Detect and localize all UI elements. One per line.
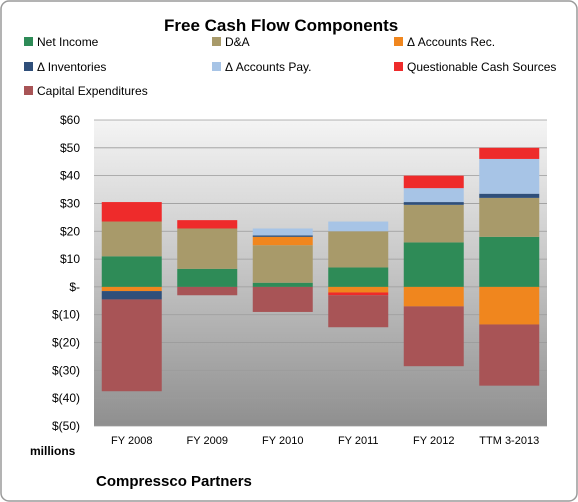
bar-segment bbox=[252, 236, 313, 246]
bar-segment bbox=[328, 286, 389, 293]
legend-swatch bbox=[212, 62, 221, 71]
bar-segment bbox=[101, 291, 162, 300]
bar-segment bbox=[177, 228, 238, 269]
y-tick-label: $60 bbox=[60, 113, 80, 127]
y-tick-label: $- bbox=[69, 280, 80, 294]
bar-segment bbox=[328, 292, 389, 296]
legend-item-label: Δ Accounts Pay. bbox=[225, 60, 312, 74]
bar-segment bbox=[177, 286, 238, 296]
bar-segment bbox=[479, 324, 540, 386]
bar-segment bbox=[328, 295, 389, 328]
bar-segment bbox=[328, 221, 389, 232]
x-tick-label: FY 2012 bbox=[413, 435, 454, 447]
y-tick-label: $10 bbox=[60, 252, 80, 266]
x-axis: FY 2008 FY 2009 FY 2010 FY 2011 FY 2012 TTM 3… bbox=[111, 435, 539, 447]
bar-segment bbox=[403, 204, 464, 243]
bar-segment bbox=[101, 202, 162, 222]
x-tick-label: TTM 3-2013 bbox=[479, 435, 539, 447]
bar-segment bbox=[479, 236, 540, 287]
legend-swatch bbox=[24, 62, 33, 71]
bar-segment bbox=[252, 282, 313, 287]
bar-segment bbox=[252, 235, 313, 237]
bar-segment bbox=[403, 188, 464, 203]
legend-swatch bbox=[394, 37, 403, 46]
legend-item-label: Δ Inventories bbox=[37, 60, 106, 74]
y-tick-label: $(10) bbox=[52, 308, 80, 322]
x-tick-label: FY 2009 bbox=[187, 435, 228, 447]
bar-segment bbox=[252, 286, 313, 312]
x-tick-label: FY 2011 bbox=[338, 435, 379, 447]
bar-segment bbox=[101, 256, 162, 287]
legend-item-label: Questionable Cash Sources bbox=[407, 60, 556, 74]
bar-segment bbox=[177, 220, 238, 229]
bars bbox=[101, 147, 540, 392]
bar-segment bbox=[252, 228, 313, 236]
legend-swatch bbox=[24, 37, 33, 46]
legend-swatch bbox=[212, 37, 221, 46]
y-axis: $60 $50 $40 $30 $20 $10 $- $(10) $(20) $(30) $(40)… bbox=[52, 113, 80, 433]
legend-item-label: Δ Accounts Rec. bbox=[407, 35, 495, 49]
y-tick-label: $(50) bbox=[52, 419, 80, 433]
chart-title: Free Cash Flow Components bbox=[164, 16, 398, 35]
y-tick-label: $(20) bbox=[52, 336, 80, 350]
x-tick-label: FY 2008 bbox=[111, 435, 152, 447]
bar-segment bbox=[479, 147, 540, 159]
bar-segment bbox=[479, 286, 540, 325]
legend-item-label: D&A bbox=[225, 35, 250, 49]
legend-item-label: Net Income bbox=[37, 35, 99, 49]
bar-segment bbox=[403, 202, 464, 205]
bar-segment bbox=[479, 193, 540, 198]
legend-item-label: Capital Expenditures bbox=[37, 84, 148, 98]
bar-segment bbox=[403, 286, 464, 307]
bar-segment bbox=[328, 231, 389, 268]
bar-segment bbox=[101, 299, 162, 392]
bar-segment bbox=[101, 221, 162, 257]
bar-segment bbox=[252, 245, 313, 283]
y-tick-label: $(40) bbox=[52, 391, 80, 405]
bar-segment bbox=[479, 197, 540, 237]
bar-segment bbox=[403, 306, 464, 367]
gridlines bbox=[94, 119, 547, 427]
unit-label: millions bbox=[30, 444, 76, 458]
y-tick-label: $(30) bbox=[52, 363, 80, 377]
plot-area bbox=[94, 120, 547, 426]
y-tick-label: $50 bbox=[60, 141, 80, 155]
y-tick-label: $20 bbox=[60, 224, 80, 238]
legend-swatch bbox=[394, 62, 403, 71]
x-tick-label: FY 2010 bbox=[262, 435, 303, 447]
company-name: Compressco Partners bbox=[96, 473, 252, 490]
bar-segment bbox=[403, 175, 464, 189]
y-tick-label: $30 bbox=[60, 196, 80, 210]
legend-swatch bbox=[24, 86, 33, 95]
bar-segment bbox=[177, 268, 238, 287]
y-tick-label: $40 bbox=[60, 169, 80, 183]
bar-segment bbox=[101, 286, 162, 292]
bar-segment bbox=[479, 158, 540, 194]
bar-segment bbox=[328, 267, 389, 287]
bar-segment bbox=[403, 242, 464, 287]
legend: Net Income D&A Δ Accounts Rec. Δ Inventorie… bbox=[24, 35, 556, 98]
